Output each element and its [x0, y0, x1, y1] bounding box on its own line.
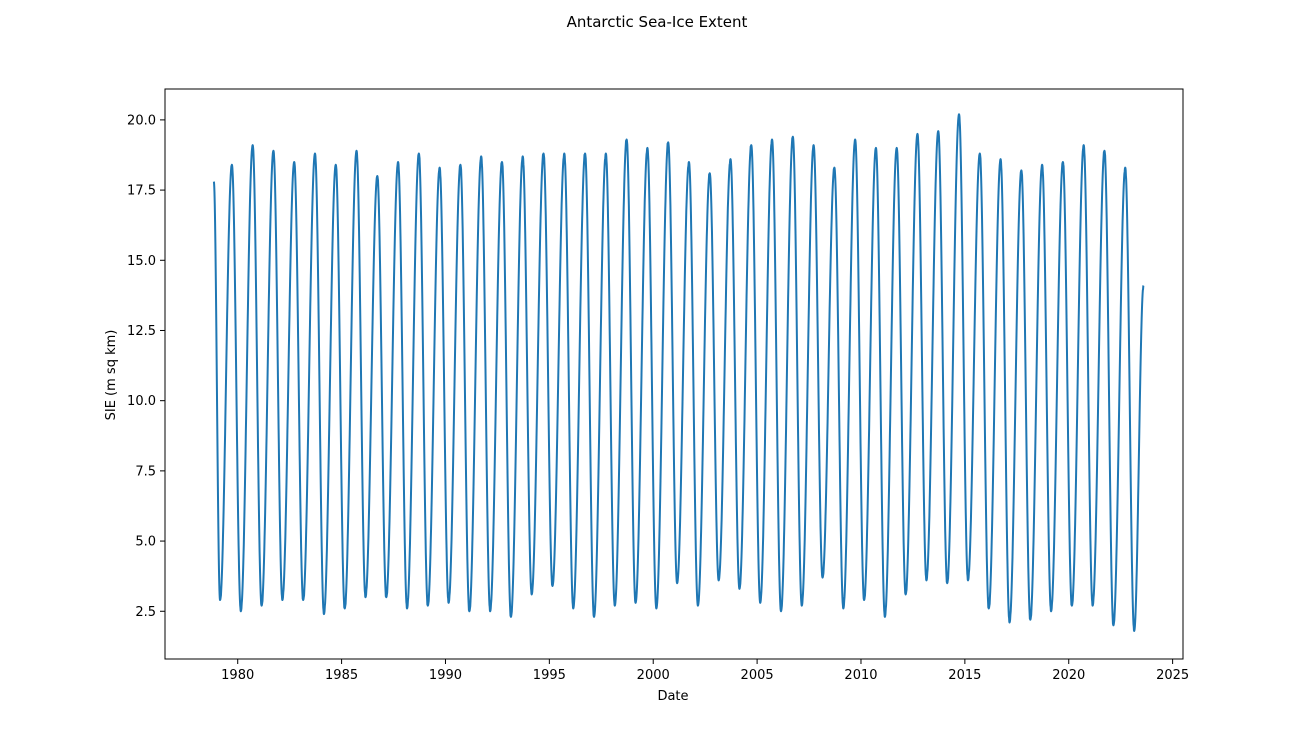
x-tick-label: 1980	[221, 668, 254, 683]
x-tick-label: 1995	[533, 668, 566, 683]
x-tick-label: 2010	[844, 668, 877, 683]
x-tick-label: 1985	[325, 668, 358, 683]
y-tick-label: 10.0	[127, 394, 156, 409]
series-line-sea-ice-extent	[212, 113, 1145, 632]
y-tick-label: 12.5	[127, 324, 156, 339]
x-tick-label: 2020	[1052, 668, 1085, 683]
x-axis-label: Date	[657, 689, 688, 704]
x-tick-label: 1990	[429, 668, 462, 683]
chart-title: Antarctic Sea-Ice Extent	[567, 13, 748, 31]
y-tick-label: 5.0	[135, 535, 156, 550]
x-tick-label: 2015	[948, 668, 981, 683]
y-tick-label: 17.5	[127, 184, 156, 199]
x-axis: 1980 1985 1990 1995 2000 2005 2010 2015 2020 2025	[221, 659, 1189, 683]
x-tick-label: 2005	[741, 668, 774, 683]
x-tick-label: 2025	[1156, 668, 1189, 683]
y-axis-label: SIE (m sq km)	[104, 330, 119, 421]
y-tick-label: 20.0	[127, 113, 156, 128]
axes-frame	[164, 88, 1184, 660]
y-axis: 2.5 5.0 7.5 10.0 12.5 15.0 17.5 20.0	[127, 113, 165, 620]
y-tick-label: 15.0	[127, 254, 156, 269]
y-tick-label: 2.5	[135, 605, 156, 620]
x-tick-label: 2000	[637, 668, 670, 683]
y-tick-label: 7.5	[135, 464, 156, 479]
plot-area: 1980 1985 1990 1995 2000 2005 2010 2015 2020 2025…	[127, 88, 1189, 683]
